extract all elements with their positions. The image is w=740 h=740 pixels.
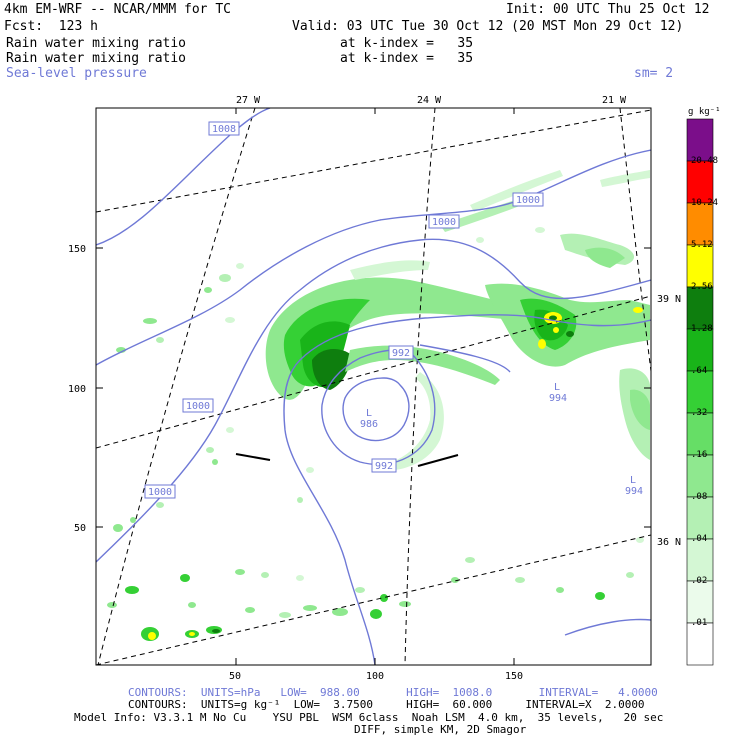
isobar-label: 1000 xyxy=(432,217,456,228)
colorbar-level-label: 10.24 xyxy=(691,198,718,208)
isobar-label: 1000 xyxy=(148,487,172,498)
colorbar-level-label: 20.48 xyxy=(691,156,718,166)
field1-name: Rain water mixing ratio xyxy=(6,36,187,51)
smoothing-label: sm= 2 xyxy=(634,66,674,81)
isobar-label: 1000 xyxy=(186,401,210,412)
wind-barbs xyxy=(235,453,459,467)
y-tick-label: 50 xyxy=(74,523,86,534)
forecast-hour: Fcst: 123 h xyxy=(4,19,98,34)
colorbar-cell xyxy=(686,412,714,456)
x-tick-label: 100 xyxy=(366,671,384,682)
field2-level: at k-index = 35 xyxy=(340,51,474,66)
isobar-label: 1008 xyxy=(212,124,236,135)
colorbar-level-label: 1.28 xyxy=(691,324,713,334)
colorbar-cell xyxy=(686,286,714,330)
colorbar-level-label: .02 xyxy=(691,576,707,586)
colorbar-cell xyxy=(686,160,714,204)
low-symbol: L xyxy=(630,475,636,486)
x-tick-label: 50 xyxy=(229,671,241,682)
low-value: 994 xyxy=(625,486,643,497)
colorbar-cell xyxy=(686,328,714,372)
low-symbol: L xyxy=(554,382,560,393)
colorbar-level-label: .08 xyxy=(691,492,707,502)
colorbar-level-label: 2.56 xyxy=(691,282,713,292)
lon-label: 21 W xyxy=(602,95,627,106)
lat-label: 36 N xyxy=(657,537,681,548)
model-info: Model Info: V3.3.1 M No Cu YSU PBL WSM 6… xyxy=(74,711,664,724)
colorbar-cell xyxy=(686,370,714,414)
colorbar-level-label: .01 xyxy=(691,618,707,628)
valid-time: Valid: 03 UTC Tue 30 Oct 12 (20 MST Mon … xyxy=(292,19,684,34)
isobars xyxy=(96,108,651,665)
low-symbol: L xyxy=(366,408,372,419)
colorbar-cell xyxy=(686,118,714,162)
lat-label: 39 N xyxy=(657,294,681,305)
y-tick-label: 100 xyxy=(68,384,86,395)
colorbar-cell xyxy=(686,454,714,498)
colorbar-level-label: .04 xyxy=(691,534,707,544)
colorbar-level-label: 5.12 xyxy=(691,240,713,250)
colorbar: g kg⁻¹ 20.48 10.24 5.12 2.56 1.28 .64 .32 .16 .0… xyxy=(686,107,721,666)
colorbar-level-label: .64 xyxy=(691,366,707,376)
rain-contour-info: CONTOURS: UNITS=g kg⁻¹ LOW= 3.7500 HIGH=… xyxy=(128,698,645,711)
colorbar-level-label: .16 xyxy=(691,450,707,460)
colorbar-cell xyxy=(686,580,714,624)
field2-name: Rain water mixing ratio xyxy=(6,51,187,66)
model-diffusion-info: DIFF, simple KM, 2D Smagor xyxy=(354,723,527,736)
colorbar-cell xyxy=(686,202,714,246)
plot-frame xyxy=(95,107,652,666)
lon-label: 27 W xyxy=(236,95,261,106)
x-tick-label: 150 xyxy=(505,671,523,682)
model-title: 4km EM-WRF -- NCAR/MMM for TC xyxy=(4,2,231,17)
colorbar-cell xyxy=(686,496,714,540)
isobar-label: 992 xyxy=(375,461,393,472)
colorbar-units: g kg⁻¹ xyxy=(688,107,721,117)
low-value: 986 xyxy=(360,419,378,430)
colorbar-cell xyxy=(686,622,714,666)
field1-level: at k-index = 35 xyxy=(340,36,474,51)
slp-contour-info: CONTOURS: UNITS=hPa LOW= 988.00 HIGH= 10… xyxy=(128,686,658,699)
colorbar-level-label: .32 xyxy=(691,408,707,418)
isobar-label: 992 xyxy=(392,348,410,359)
y-tick-label: 150 xyxy=(68,244,86,255)
lon-label: 24 W xyxy=(417,95,442,106)
isobar-label: 1000 xyxy=(516,195,540,206)
low-value: 994 xyxy=(549,393,567,404)
isobar-labels: 1008 1000 1000 1000 1000 992 992 xyxy=(144,121,544,499)
colorbar-cell xyxy=(686,538,714,582)
low-centers: L 986 L 994 L 994 xyxy=(360,382,643,497)
field3-name: Sea-level pressure xyxy=(6,66,147,81)
colorbar-cell xyxy=(686,244,714,288)
init-time: Init: 00 UTC Thu 25 Oct 12 xyxy=(506,2,710,17)
